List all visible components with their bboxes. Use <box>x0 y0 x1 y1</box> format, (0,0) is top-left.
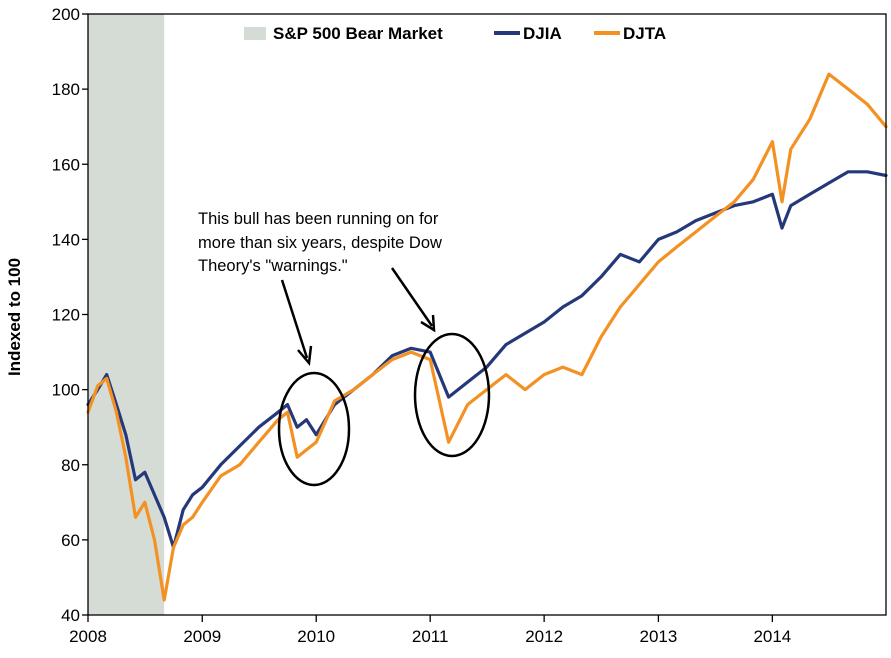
y-tick-label-200: 200 <box>52 5 80 24</box>
x-tick-label-2013: 2013 <box>639 627 677 646</box>
y-tick-label-140: 140 <box>52 230 80 249</box>
axis-layer <box>87 13 887 616</box>
x-tick-label-2012: 2012 <box>525 627 563 646</box>
annotation-line-2: more than six years, despite Dow <box>198 234 442 252</box>
legend-swatch-bear-market <box>244 27 266 40</box>
legend-label-bear-market: S&P 500 Bear Market <box>273 24 443 43</box>
x-tick-label-2011: 2011 <box>412 627 449 646</box>
annotation-line-1: This bull has been running on for <box>198 210 439 228</box>
x-tick-label-2010: 2010 <box>297 627 335 646</box>
y-tick-label-160: 160 <box>52 155 80 174</box>
y-tick-labels: 40 60 80 100 120 140 160 180 200 <box>52 5 88 625</box>
annotation-arrow-1 <box>280 279 309 359</box>
y-tick-label-180: 180 <box>52 80 80 99</box>
annotation-arrowhead-2 <box>420 314 436 333</box>
annotation-circle-2010 <box>277 371 351 487</box>
series-line-djia <box>86 170 888 549</box>
y-tick-label-100: 100 <box>52 381 80 400</box>
annotation-arrowhead-1 <box>297 345 313 367</box>
x-tick-label-2009: 2009 <box>183 627 221 646</box>
legend: S&P 500 Bear Market DJIA DJTA <box>244 24 666 43</box>
x-tick-label-2014: 2014 <box>753 627 791 646</box>
x-tick-labels: 2008 2009 2010 2011 2012 2013 2014 <box>69 615 791 646</box>
y-tick-label-60: 60 <box>61 531 80 550</box>
annotation: This bull has been running on for more t… <box>198 210 491 487</box>
series-layer <box>86 72 888 602</box>
y-tick-label-40: 40 <box>61 606 80 625</box>
legend-label-djia: DJIA <box>523 24 562 43</box>
legend-label-djta: DJTA <box>623 24 666 43</box>
bear-market-shading <box>88 14 165 615</box>
bear-market-shading-layer <box>88 14 165 615</box>
series-line-djta <box>86 72 888 602</box>
annotation-arrow-2 <box>390 267 434 327</box>
y-axis-label: Indexed to 100 <box>5 258 24 376</box>
x-tick-label-2008: 2008 <box>69 627 107 646</box>
annotation-line-3: Theory's "warnings." <box>198 257 348 275</box>
plot-frame <box>87 13 887 616</box>
y-tick-label-80: 80 <box>61 456 80 475</box>
annotation-circle-2011 <box>413 332 491 458</box>
y-tick-label-120: 120 <box>52 306 80 325</box>
